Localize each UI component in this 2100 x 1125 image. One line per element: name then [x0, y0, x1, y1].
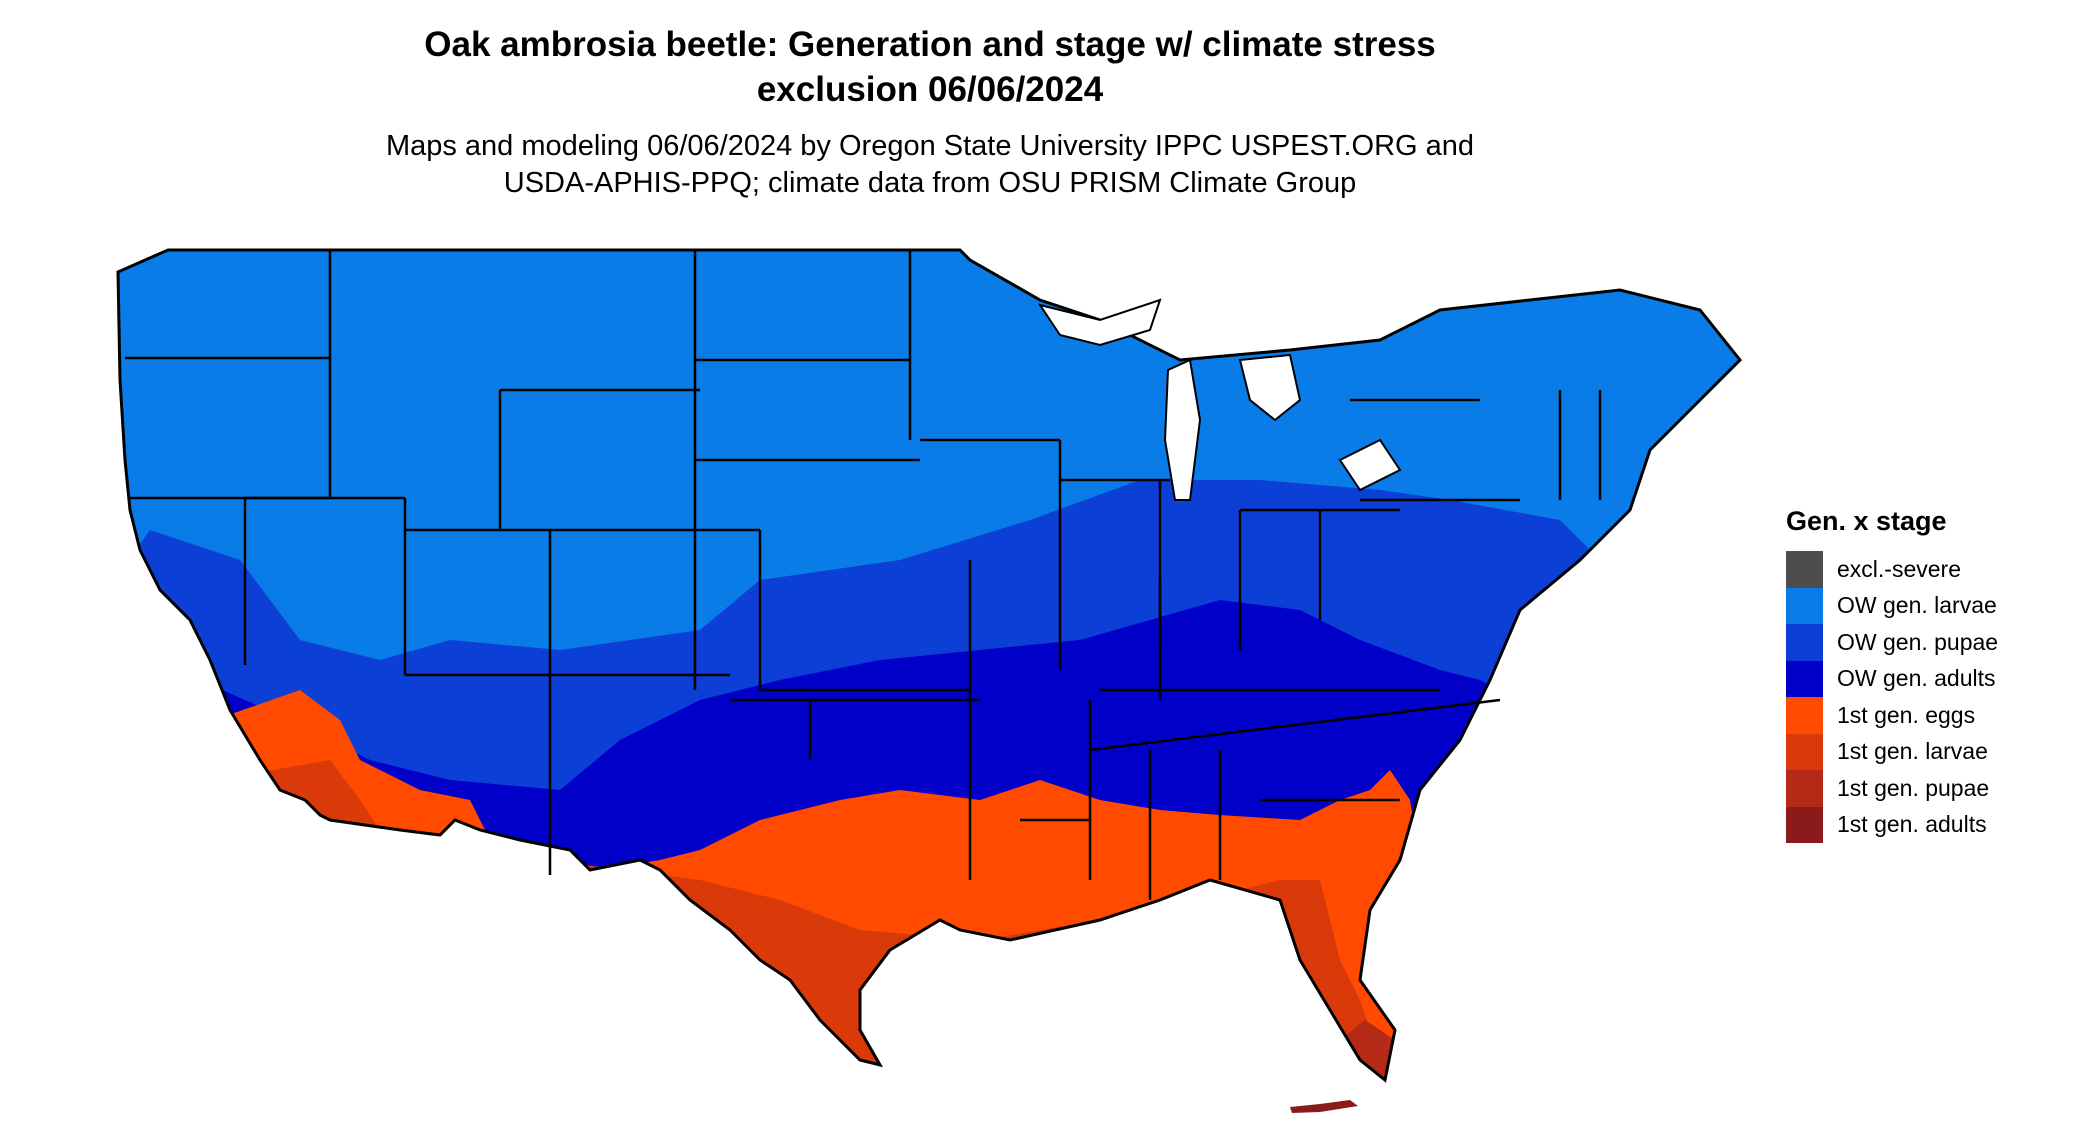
legend-items: excl.-severe OW gen. larvae OW gen. pupae O… — [1786, 551, 2046, 843]
legend-swatch — [1786, 733, 1823, 770]
legend-label: 1st gen. larvae — [1837, 738, 1988, 765]
map-subtitle-line1: Maps and modeling 06/06/2024 by Oregon S… — [385, 130, 1475, 162]
map-subtitle: Maps and modeling 06/06/2024 by Oregon S… — [0, 128, 1860, 202]
legend-label: OW gen. pupae — [1837, 628, 1999, 655]
legend-item: OW gen. larvae — [1786, 587, 2046, 624]
legend-swatch — [1786, 770, 1823, 807]
legend-swatch — [1786, 697, 1823, 734]
map-title: Oak ambrosia beetle: Generation and stag… — [0, 22, 1860, 112]
legend-swatch — [1786, 806, 1823, 843]
legend-label: 1st gen. pupae — [1837, 774, 1990, 801]
legend: Gen. x stage excl.-severe OW gen. larvae O… — [1786, 503, 2046, 843]
legend-swatch — [1786, 587, 1823, 624]
legend-swatch — [1786, 624, 1823, 661]
legend-item: 1st gen. larvae — [1786, 733, 2046, 770]
legend-label: OW gen. larvae — [1837, 592, 1997, 619]
legend-item: OW gen. pupae — [1786, 624, 2046, 661]
legend-label: 1st gen. adults — [1837, 811, 1987, 838]
legend-item: 1st gen. adults — [1786, 806, 2046, 843]
legend-item: excl.-severe — [1786, 551, 2046, 588]
legend-title: Gen. x stage — [1786, 506, 1947, 536]
map-title-line2: exclusion 06/06/2024 — [756, 70, 1104, 109]
legend-swatch — [1786, 660, 1823, 697]
legend-swatch — [1786, 551, 1823, 588]
legend-label: 1st gen. eggs — [1837, 701, 1976, 728]
legend-item: OW gen. adults — [1786, 660, 2046, 697]
us-map — [116, 248, 1743, 1113]
legend-item: 1st gen. eggs — [1786, 697, 2046, 734]
legend-label: excl.-severe — [1837, 555, 1961, 582]
legend-item: 1st gen. pupae — [1786, 770, 2046, 807]
map-subtitle-line2: USDA-APHIS-PPQ; climate data from OSU PR… — [503, 167, 1357, 199]
legend-label: OW gen. adults — [1837, 665, 1996, 692]
map-title-line1: Oak ambrosia beetle: Generation and stag… — [424, 25, 1436, 64]
